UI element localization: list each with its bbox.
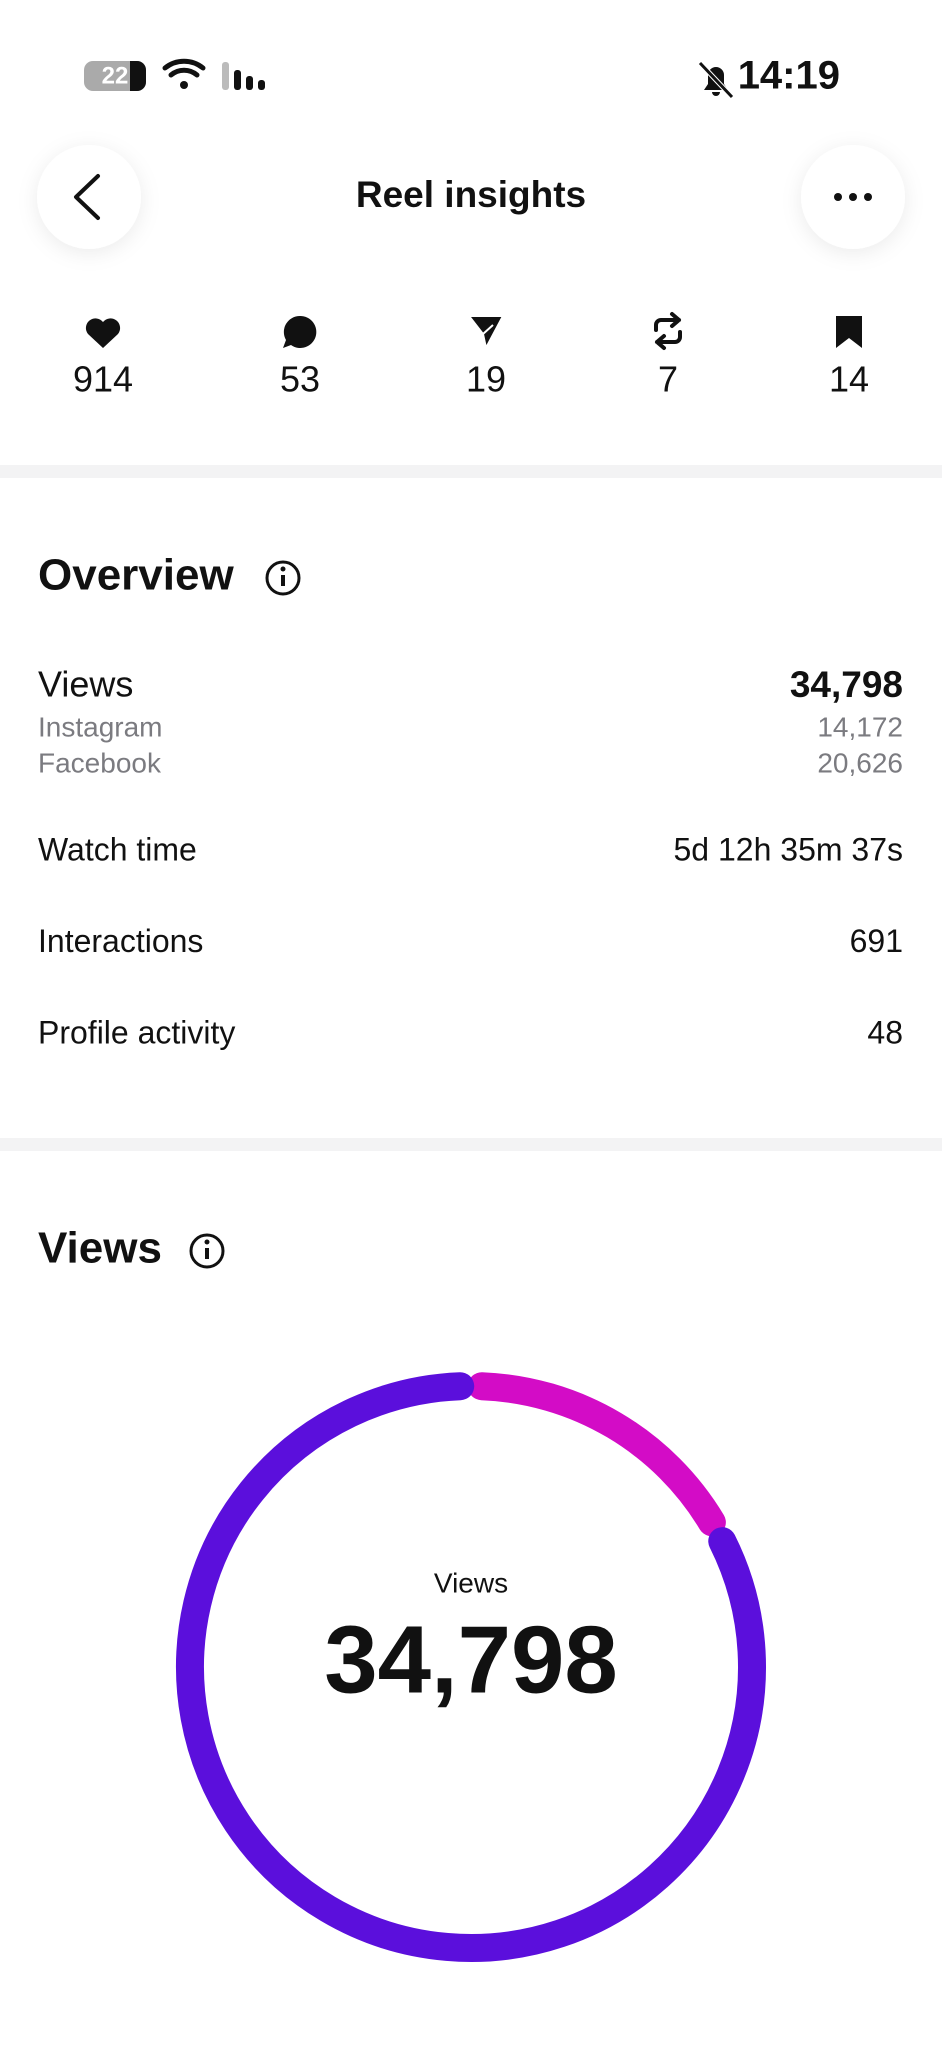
- separator: [0, 465, 942, 478]
- breakdown-label: Instagram: [38, 711, 163, 742]
- row-label: Watch time: [38, 831, 197, 867]
- stat-value: 14: [829, 359, 869, 400]
- signal-bar: [246, 76, 253, 90]
- more-icon: [834, 193, 872, 201]
- back-icon: [74, 174, 100, 220]
- like-icon: [85, 318, 121, 348]
- donut-center-label: Views: [434, 1567, 508, 1598]
- battery-text: 22: [102, 62, 129, 89]
- stat-value: 7: [658, 359, 678, 400]
- views-value: 34,798: [790, 664, 903, 705]
- stat-value: 19: [466, 359, 506, 400]
- share-icon: [466, 315, 505, 351]
- signal-bar: [258, 80, 265, 90]
- stats-row: 914 53 19 7 14: [73, 359, 869, 400]
- overview-rows: Watch time 5d 12h 35m 37s Interactions 691 P…: [38, 831, 903, 1050]
- views-label: Views: [38, 664, 133, 705]
- separator: [0, 1138, 942, 1151]
- mute-slash: [698, 61, 734, 99]
- breakdown-value: 14,172: [817, 711, 903, 742]
- donut-center-value: 34,798: [324, 1606, 618, 1713]
- save-icon: [836, 316, 862, 348]
- status-bar: 22 14:19: [84, 54, 840, 99]
- clock: 14:19: [738, 54, 840, 98]
- row-label: Profile activity: [38, 1014, 235, 1050]
- stat-value: 53: [280, 359, 320, 400]
- wifi-dot: [180, 81, 188, 89]
- row-value: 691: [850, 923, 903, 959]
- signal-bar: [222, 62, 229, 90]
- repost-icon: [654, 312, 682, 350]
- info-icon[interactable]: [265, 560, 301, 596]
- donut-segment: [176, 1372, 766, 1962]
- row-value: 5d 12h 35m 37s: [674, 831, 904, 867]
- wifi-icon: [162, 58, 206, 78]
- signal-bar: [234, 70, 241, 90]
- battery-level: [130, 61, 146, 91]
- comment-icon: [283, 315, 317, 348]
- info-icon[interactable]: [189, 1233, 225, 1269]
- row-value: 48: [867, 1014, 903, 1050]
- breakdown-value: 20,626: [817, 747, 903, 778]
- row-label: Interactions: [38, 923, 203, 959]
- breakdown-label: Facebook: [38, 747, 162, 778]
- section-title: Overview: [38, 551, 234, 600]
- stat-value: 914: [73, 359, 133, 400]
- views-breakdown: Instagram 14,172 Facebook 20,626: [38, 711, 903, 778]
- donut-chart: [176, 1372, 766, 1962]
- header-title: Reel insights: [356, 174, 586, 215]
- back-button[interactable]: [37, 145, 141, 249]
- section-title: Views: [38, 1224, 162, 1273]
- donut-segment: [467, 1372, 726, 1537]
